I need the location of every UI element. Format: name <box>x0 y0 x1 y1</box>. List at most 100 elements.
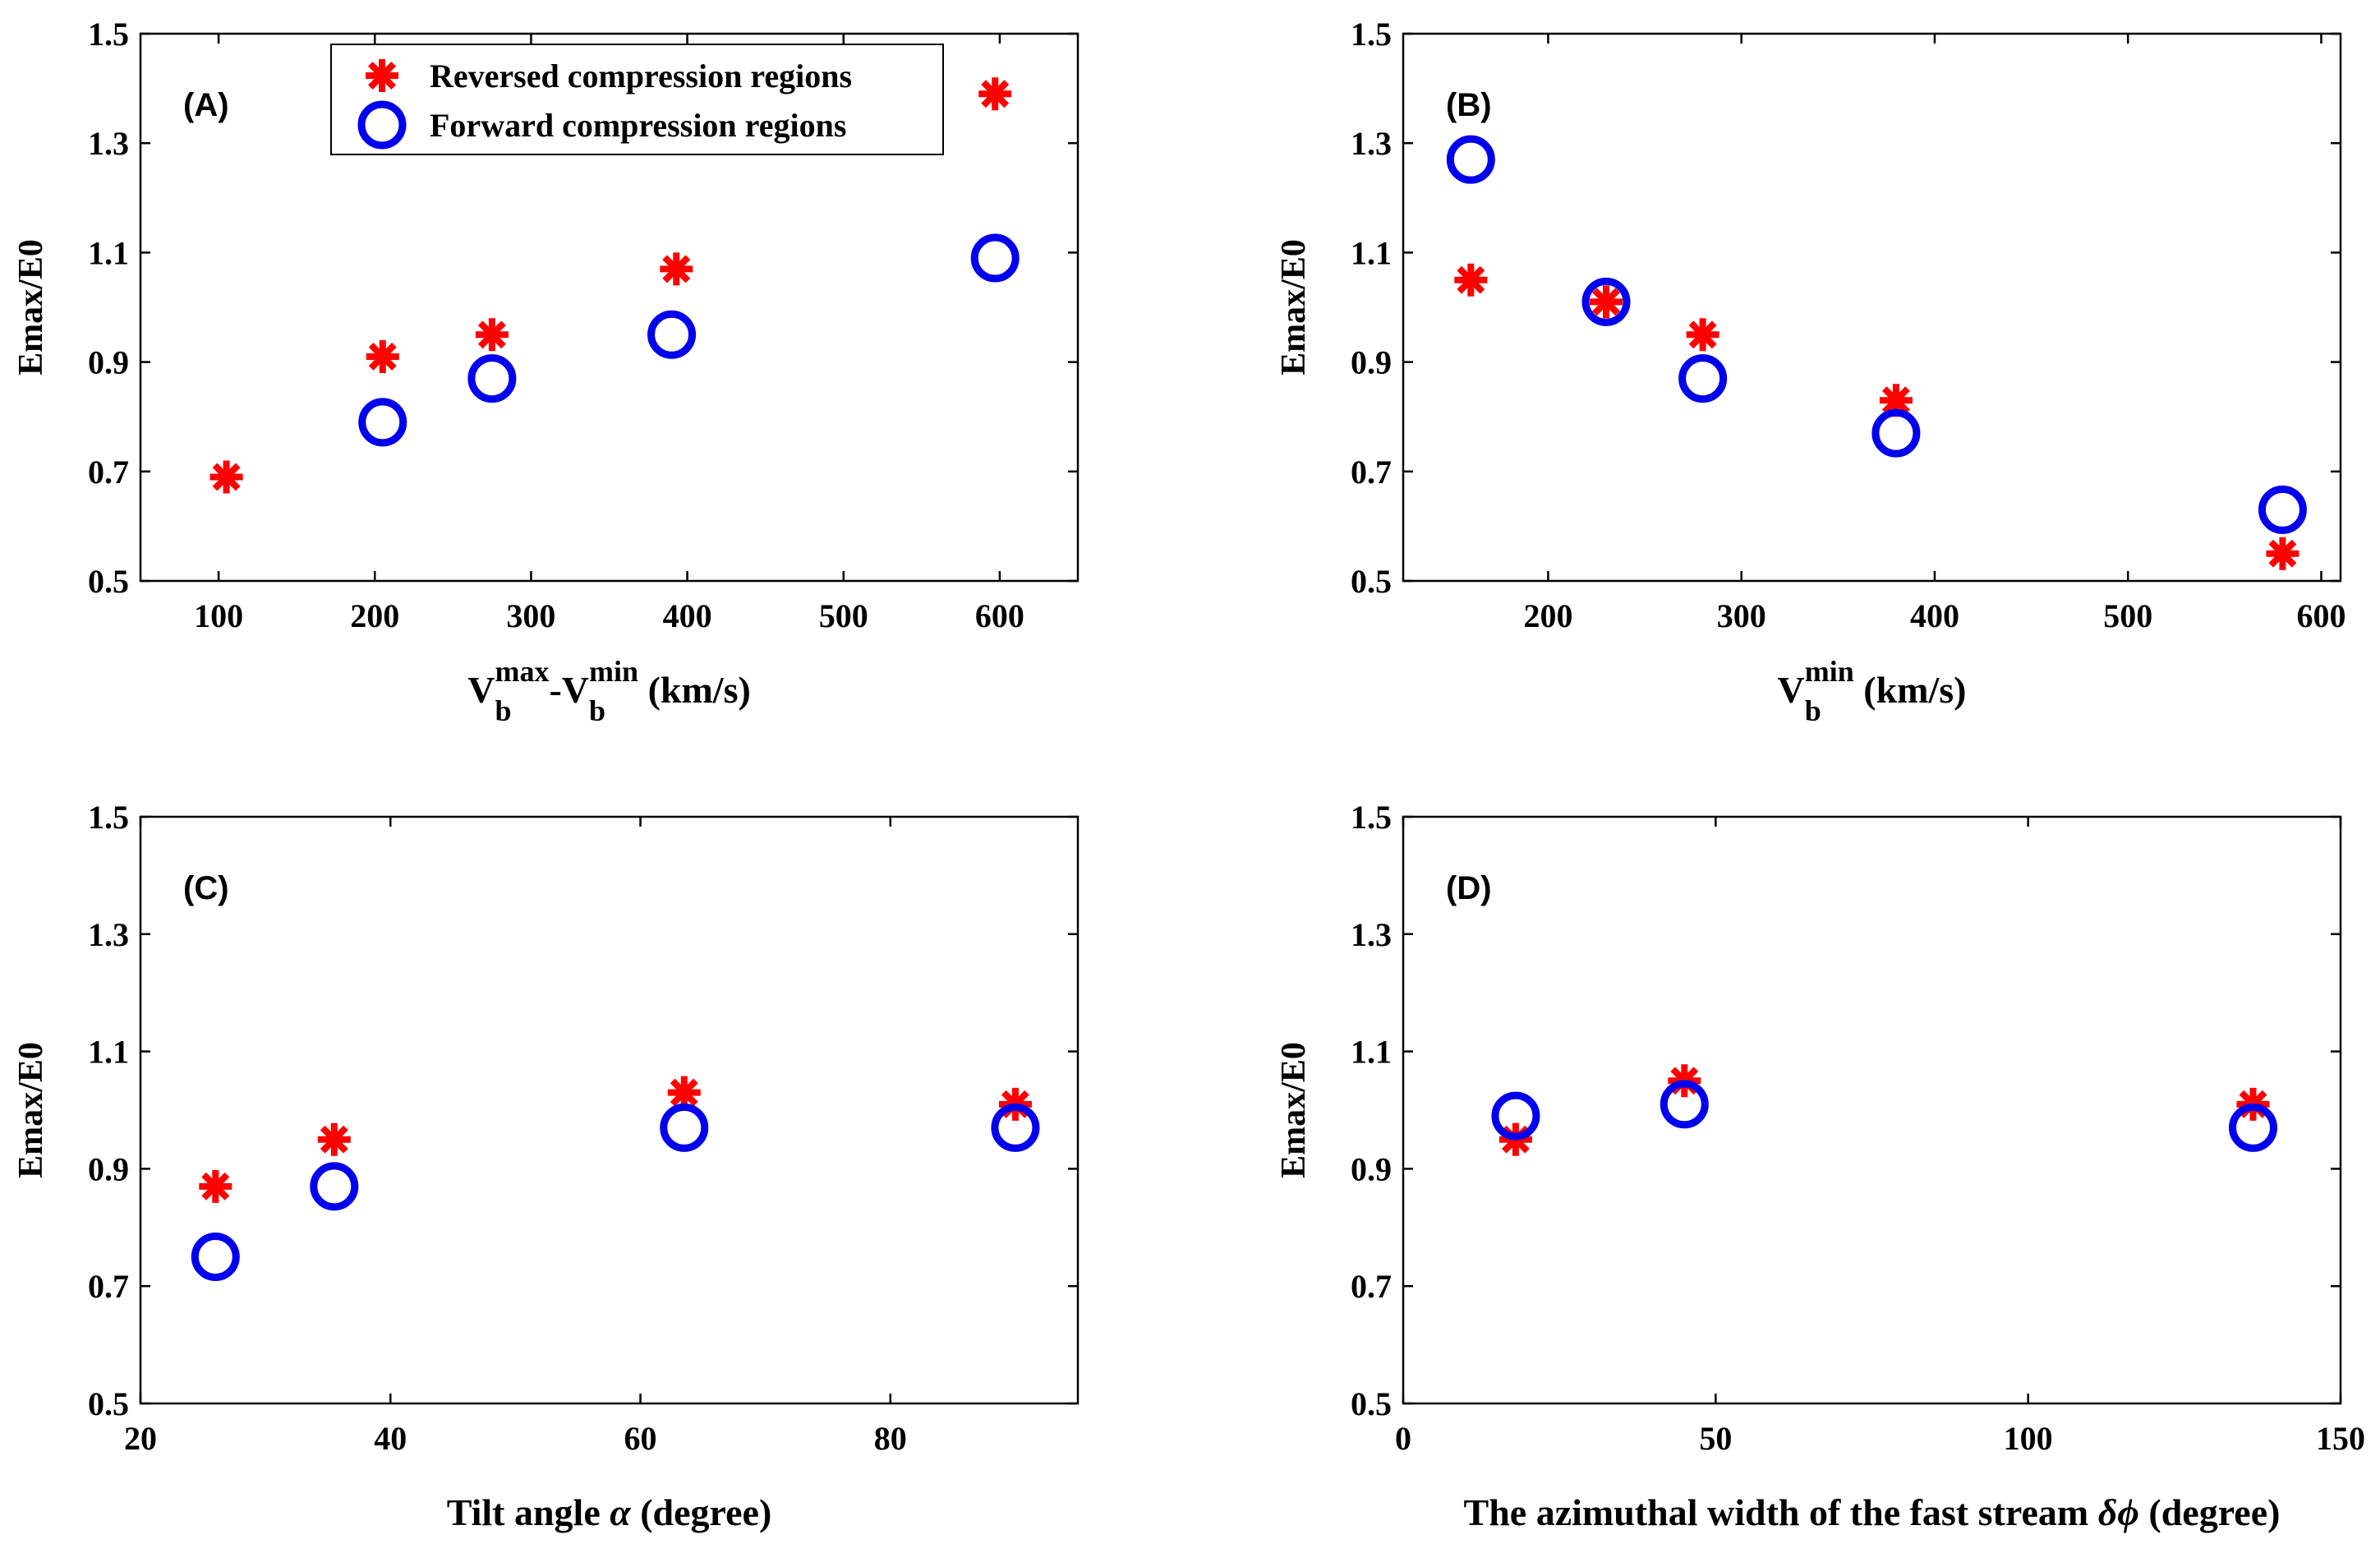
x-tick-label: 150 <box>2316 1420 2365 1457</box>
x-tick-label: 500 <box>819 597 868 634</box>
x-axis-label-part: Tilt angle <box>447 1491 610 1533</box>
x-axis-label-part: δϕ <box>2098 1491 2139 1533</box>
x-tick-label: 60 <box>624 1420 657 1457</box>
y-tick-label: 1.5 <box>1351 799 1392 836</box>
reversed-point <box>1686 318 1719 352</box>
x-tick-label: 100 <box>194 597 243 634</box>
panel-label: (A) <box>183 87 229 123</box>
y-tick-label: 0.7 <box>1351 1268 1392 1305</box>
x-axis-label-part: V <box>467 669 495 711</box>
forward-point <box>2229 1103 2278 1152</box>
reversed-point-stroke <box>662 255 691 283</box>
y-tick-label: 1.1 <box>88 1034 129 1071</box>
x-tick-label: 400 <box>1910 597 1959 634</box>
y-tick-label: 0.5 <box>1351 563 1392 600</box>
y-tick-label: 0.9 <box>1351 344 1392 381</box>
y-tick-label: 0.9 <box>88 344 129 381</box>
x-tick-label: 400 <box>663 597 712 634</box>
x-tick-label: 80 <box>874 1420 907 1457</box>
x-tick-label: 500 <box>2103 597 2152 634</box>
reversed-point-stroke <box>320 1125 348 1154</box>
forward-point <box>1871 408 1921 458</box>
axes-box <box>139 815 1080 1405</box>
panel-label: (D) <box>1446 870 1492 906</box>
forward-point <box>191 1233 240 1281</box>
x-axis-label-part: -V <box>549 669 589 711</box>
x-tick-label: 0 <box>1395 1420 1411 1457</box>
x-tick-label: 600 <box>975 597 1024 634</box>
y-tick-label: 0.7 <box>1351 454 1392 491</box>
y-tick-label: 1.3 <box>1351 125 1392 162</box>
y-tick-label: 1.1 <box>1351 234 1392 271</box>
reversed-point <box>475 318 509 352</box>
panel-c: 0.5 0.7 0.9 1.1 1.3 1.5 20 40 60 80 (C) Emax/E0 Tilt… <box>12 799 1080 1533</box>
y-tick-label: 1.3 <box>88 916 129 953</box>
reversed-point-stroke <box>670 1078 698 1107</box>
y-tick-label: 1.3 <box>88 125 129 162</box>
reversed-point-stroke <box>477 320 506 349</box>
x-tick-label: 300 <box>506 597 555 634</box>
series-reversed <box>199 1076 1032 1203</box>
reversed-point-stroke <box>201 1172 230 1200</box>
reversed-point-stroke <box>2268 539 2297 568</box>
y-tick-label: 1.3 <box>1351 916 1392 953</box>
forward-point <box>310 1162 359 1211</box>
forward-point <box>1581 277 1631 326</box>
reversed-point-stroke <box>1457 265 1485 294</box>
reversed-point-stroke <box>981 80 1010 108</box>
legend-item: Reversed compression regions <box>366 58 852 94</box>
y-axis-label: Emax/E0 <box>1275 239 1313 376</box>
legend-asterisk-marker-stroke <box>368 62 396 90</box>
axes-box <box>139 32 1080 583</box>
reversed-point <box>1590 285 1623 319</box>
reversed-point <box>2266 537 2299 570</box>
forward-point <box>1491 1091 1540 1141</box>
legend-circle-marker <box>357 100 407 150</box>
axes-box <box>1402 32 2342 583</box>
reversed-point <box>209 460 243 494</box>
y-tick-label: 0.7 <box>88 454 129 491</box>
x-axis-label-part: V <box>1777 669 1804 711</box>
forward-point <box>1446 135 1495 184</box>
series-forward <box>1491 1080 2278 1152</box>
x-axis-label: Vbmax-Vbmin (km/s) <box>467 655 751 727</box>
y-tick-label: 0.9 <box>88 1150 129 1187</box>
y-tick-label: 1.5 <box>88 799 129 836</box>
y-tick-label: 1.5 <box>1351 16 1392 53</box>
x-axis-label-part: b <box>1805 694 1821 727</box>
panel-label: (C) <box>183 870 229 906</box>
x-tick-label: 100 <box>2004 1420 2053 1457</box>
legend-box <box>330 44 944 155</box>
panel-b: 0.5 0.7 0.9 1.1 1.3 1.5 200 300 400 500 600 (B) Emax… <box>1275 16 2345 727</box>
x-axis-label-part: max <box>495 655 549 688</box>
x-axis-label: Tilt angle α (degree) <box>447 1491 772 1533</box>
x-tick-label: 600 <box>2296 597 2345 634</box>
x-tick-label: 300 <box>1717 597 1766 634</box>
forward-point <box>970 233 1020 283</box>
series-forward <box>1446 135 2307 534</box>
reversed-point-stroke <box>1688 320 1717 349</box>
forward-point <box>1660 1080 1709 1129</box>
reversed-point-stroke <box>212 463 241 491</box>
y-tick-label: 0.7 <box>88 1268 129 1305</box>
x-tick-label: 50 <box>1699 1420 1732 1457</box>
y-axis-label: Emax/E0 <box>12 1042 50 1178</box>
x-tick-label: 200 <box>350 597 399 634</box>
x-tick-label: 200 <box>1523 597 1572 634</box>
forward-point <box>467 354 517 403</box>
x-axis-label-part: α <box>610 1491 632 1533</box>
reversed-point <box>317 1122 351 1156</box>
forward-point <box>647 310 697 359</box>
reversed-point <box>978 77 1012 111</box>
series-reversed <box>209 77 1012 494</box>
panel-label: (B) <box>1446 87 1492 123</box>
legend-asterisk-marker <box>366 59 398 92</box>
axes-box <box>1402 815 2342 1405</box>
x-axis-label-part: b <box>589 694 605 727</box>
reversed-point-stroke <box>1592 288 1620 316</box>
legend-label: Forward compression regions <box>430 107 846 144</box>
y-tick-label: 0.5 <box>88 1385 129 1422</box>
x-axis-label-part: (degree) <box>2139 1491 2281 1533</box>
x-axis-label-part: (degree) <box>631 1491 772 1533</box>
